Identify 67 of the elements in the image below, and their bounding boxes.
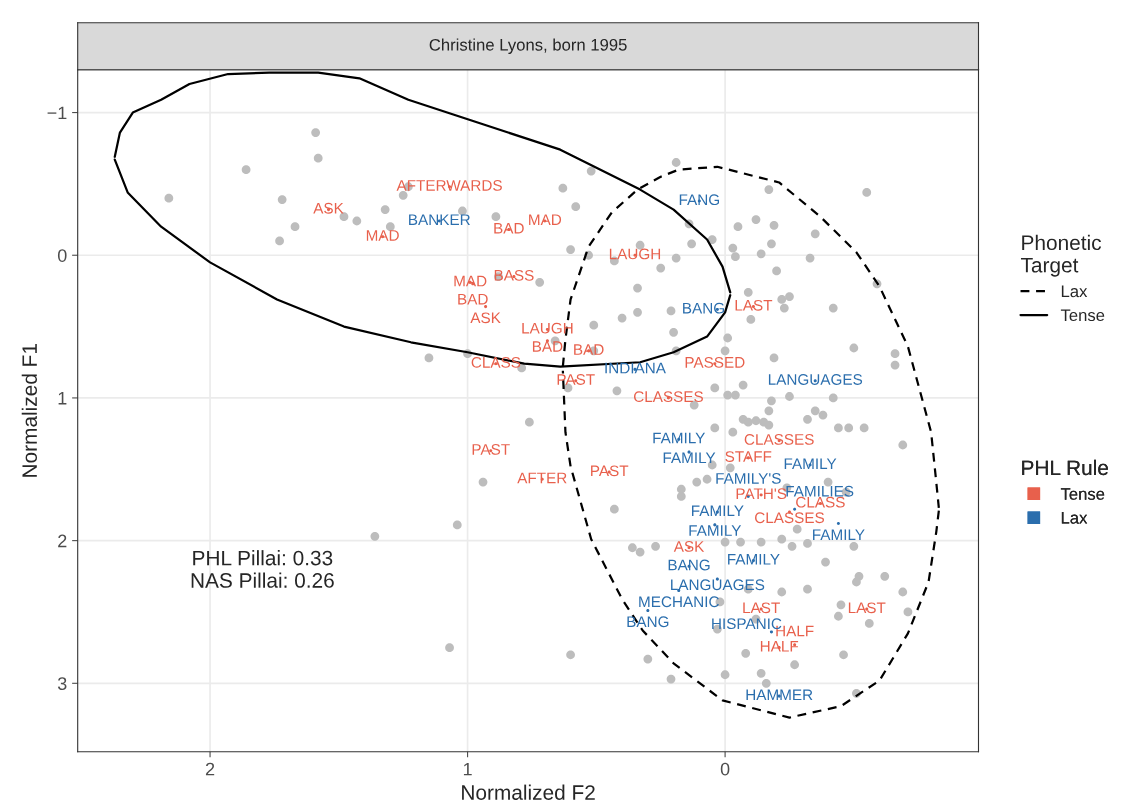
x-tick-label: 2	[205, 762, 215, 776]
y-tick-label: 1	[58, 392, 67, 405]
legend-label: Lax	[1061, 285, 1088, 298]
legend-label: Tense	[1060, 488, 1105, 500]
data-label: FAMILY	[692, 505, 744, 517]
y-tick-label: 3	[57, 677, 67, 691]
data-label: STAFF	[725, 451, 772, 462]
data-label: FAMILY'S	[716, 473, 781, 484]
data-label: ASK	[313, 202, 344, 214]
legend-label: Lax	[1061, 512, 1088, 524]
data-label: PAST	[472, 444, 510, 455]
data-label: CLASSES	[755, 512, 825, 524]
chart-title: Christine Lyons, born 1995	[429, 38, 627, 54]
data-label: AFTER	[517, 472, 567, 484]
data-label: ASK	[673, 541, 705, 552]
data-label: BAD	[494, 223, 524, 234]
y-tick-label: 2	[58, 534, 67, 548]
data-label: MAD	[529, 214, 562, 225]
data-label: FANG	[679, 194, 719, 206]
data-label: HAMMER	[746, 689, 813, 701]
data-label: AFTERWARDS	[396, 180, 502, 191]
data-label: CLASS	[471, 356, 521, 368]
x-axis-title: Normalized F2	[462, 784, 595, 800]
data-label: LAST	[743, 602, 780, 614]
data-label: MAD	[366, 230, 399, 241]
data-label: BANG	[627, 616, 669, 628]
data-label: BAD	[458, 293, 488, 305]
data-label: HALF	[760, 641, 799, 652]
legend-label: Tense	[1060, 309, 1105, 322]
data-label: LAUGH	[522, 322, 573, 334]
data-label: LAUGH	[609, 248, 661, 260]
data-label: LAST	[735, 299, 773, 311]
y-tick-label: −1	[47, 106, 67, 120]
data-label: ASK	[470, 312, 501, 324]
data-label: LANGUAGES	[768, 374, 863, 385]
data-label: FAMILIES	[786, 485, 854, 497]
data-label: FAMILY	[653, 432, 706, 444]
data-label: LANGUAGES	[671, 579, 765, 591]
data-label: PATH'S	[736, 488, 787, 500]
data-label: FAMILY	[728, 554, 780, 565]
data-label: INDIANA	[605, 362, 666, 374]
data-label: BANG	[683, 302, 724, 314]
text: PHL Rule	[1022, 459, 1108, 476]
data-label: MECHANIC	[639, 596, 719, 608]
data-label: PAST	[557, 374, 595, 385]
data-label: BANG	[668, 559, 710, 571]
y-tick-label: 0	[57, 249, 67, 262]
annotation: PHL Pillai: 0.33 NAS Pillai: 0.26	[191, 550, 334, 588]
data-label: FAMILY	[663, 452, 716, 464]
data-label: BAD	[574, 344, 604, 355]
data-label: MAD	[454, 275, 487, 287]
data-label: CLASSES	[633, 391, 703, 403]
data-label: LAST	[848, 602, 886, 614]
data-label: CLASSES	[744, 434, 814, 445]
y-axis-title: Normalized F1	[21, 344, 38, 477]
data-label: BAD	[532, 341, 563, 352]
x-tick-label: 0	[720, 762, 730, 776]
data-label: PASSED	[685, 356, 745, 368]
data-label: FAMILY	[689, 525, 742, 536]
data-label: FAMILY	[784, 458, 837, 469]
data-label: BANKER	[409, 214, 470, 225]
text: Phonetic Target	[1020, 234, 1102, 277]
data-label: CLASS	[796, 496, 845, 508]
data-label: BASS	[494, 269, 534, 281]
data-label: FAMILY	[813, 529, 865, 540]
x-tick-label: 1	[463, 762, 472, 776]
data-label: PAST	[591, 465, 629, 477]
